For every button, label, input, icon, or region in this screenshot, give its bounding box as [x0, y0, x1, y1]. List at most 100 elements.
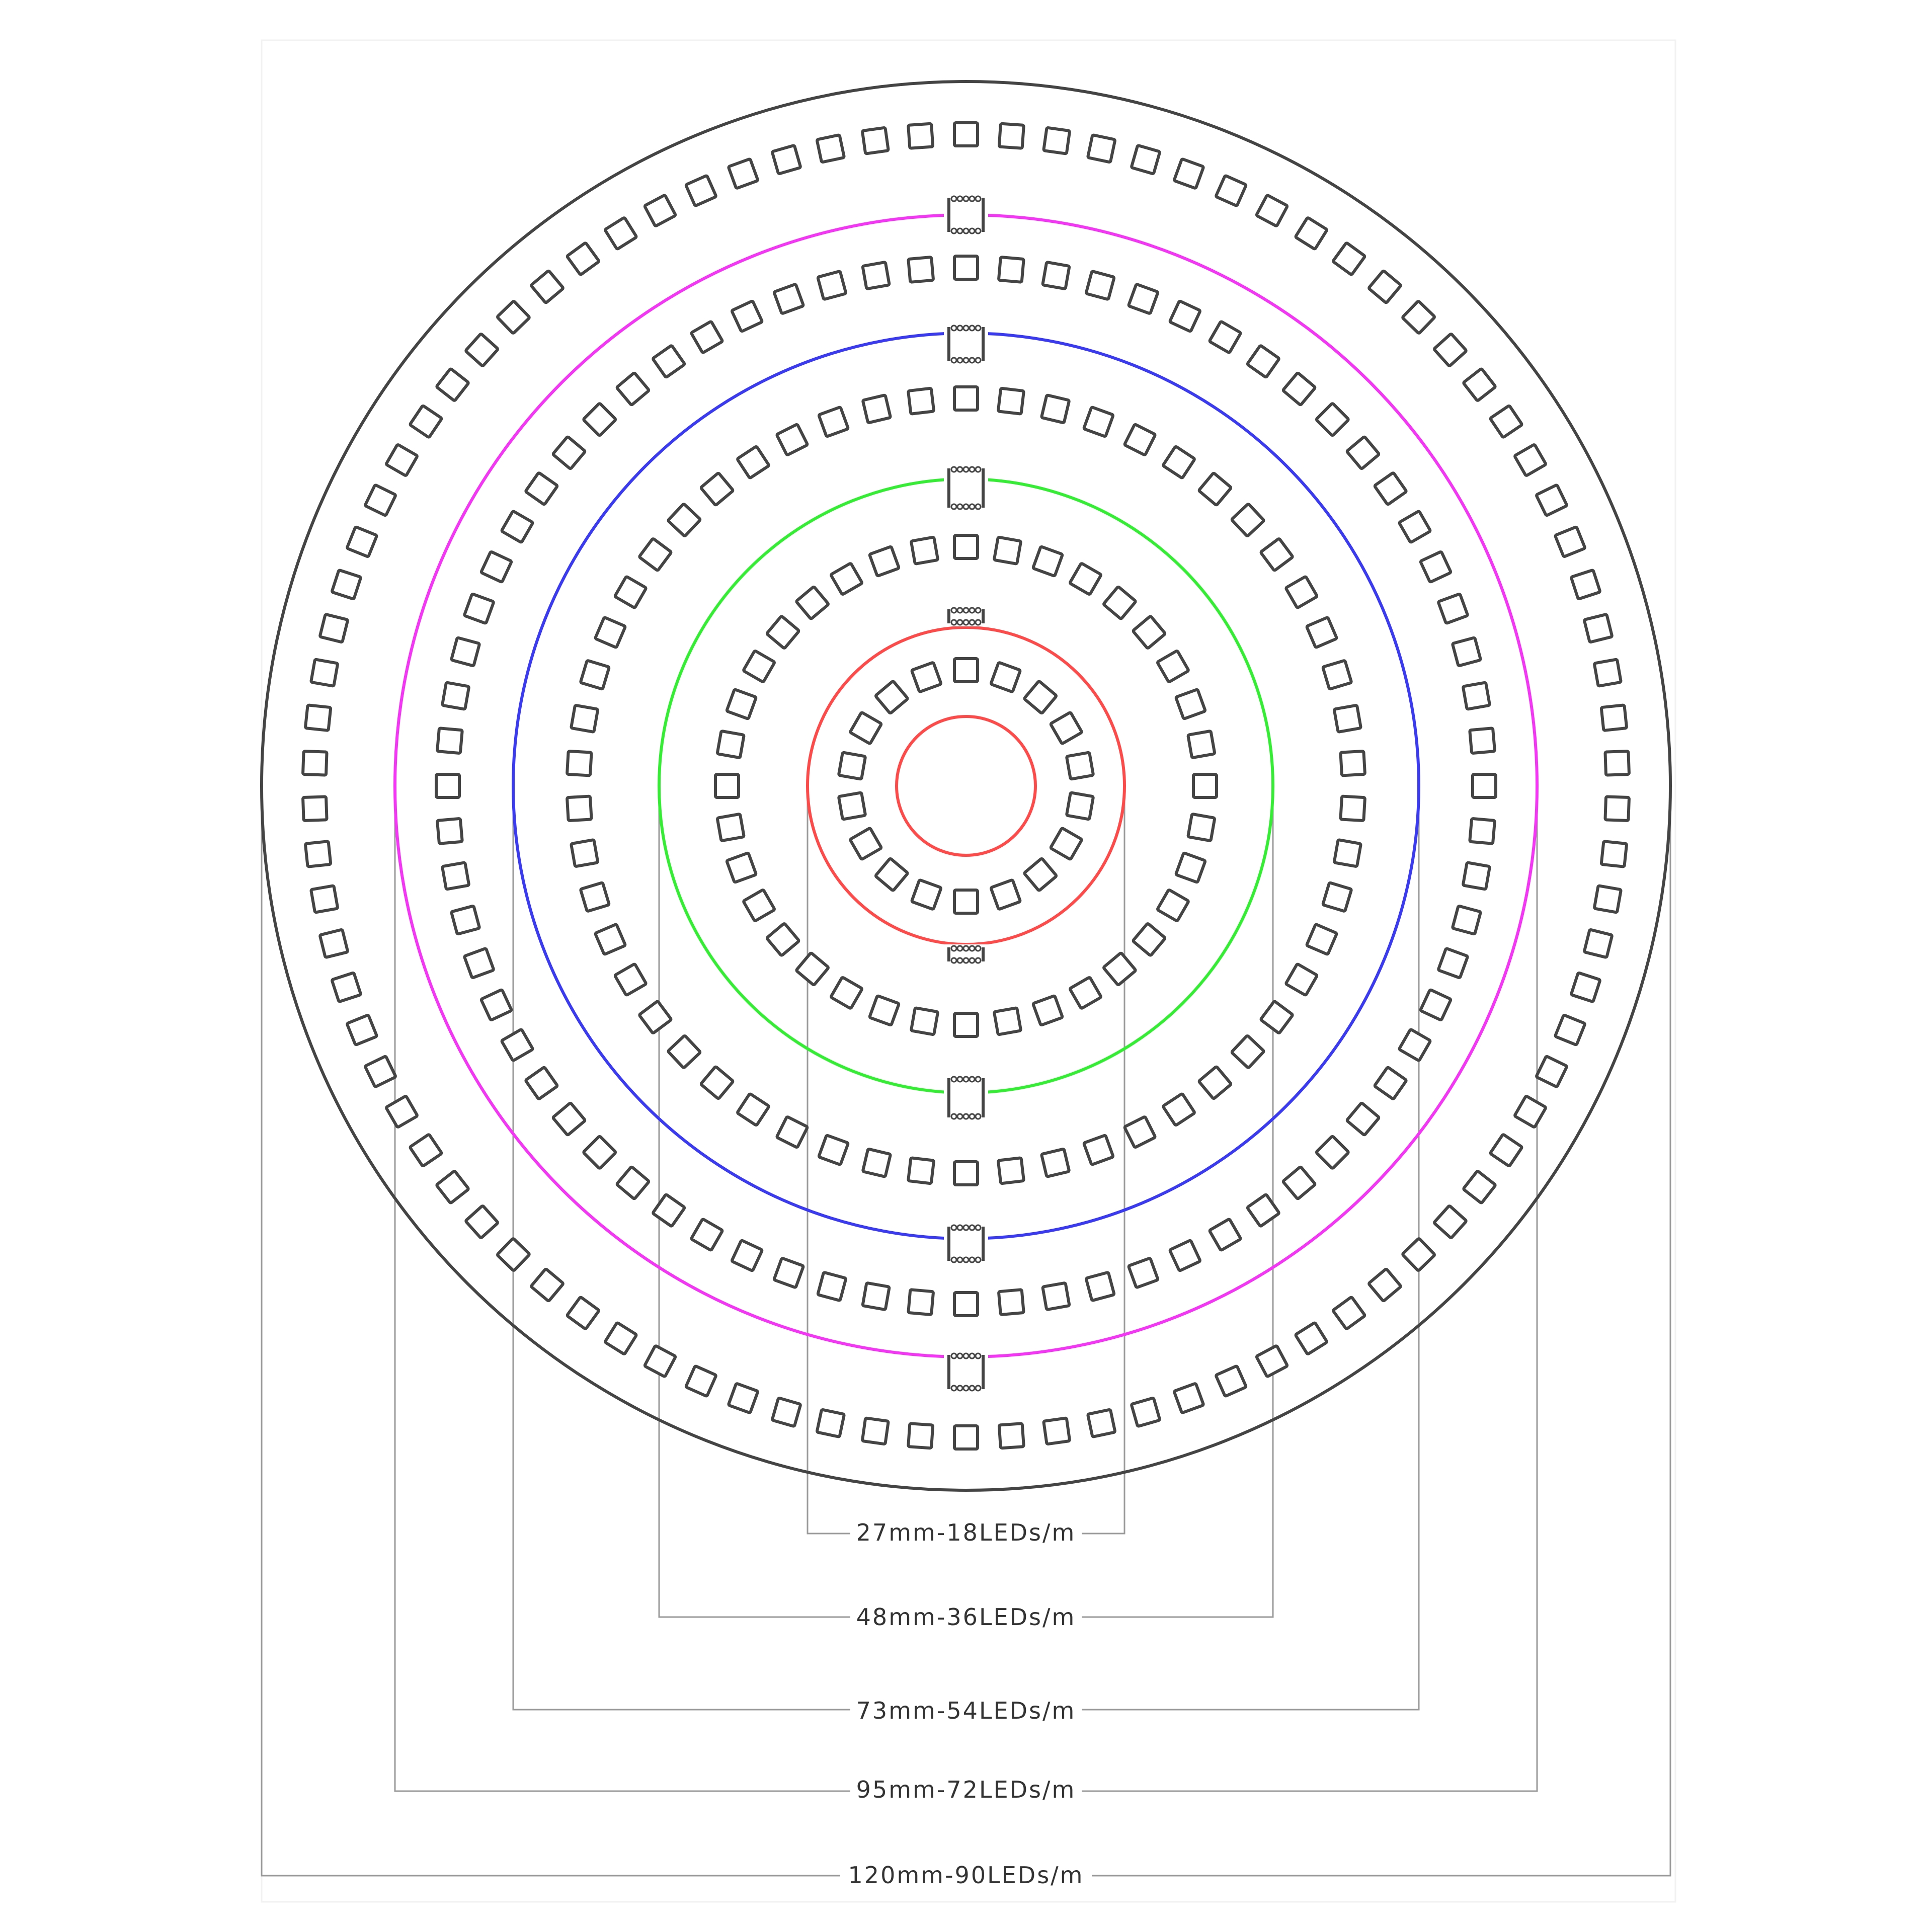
ring-120-led	[1086, 1408, 1116, 1438]
ring-73-led	[699, 471, 735, 507]
ring-120-led	[1433, 1204, 1468, 1239]
ring-27-led	[953, 889, 979, 915]
ring-48-led	[1031, 994, 1064, 1027]
ring-95-led	[997, 1288, 1025, 1316]
ring-48-led	[910, 1006, 939, 1036]
label-ring-73: 73mm-54LEDs/m	[856, 1697, 1076, 1724]
ring-48-led	[1069, 562, 1102, 596]
ring-120-led	[1255, 194, 1289, 227]
ring-95-led	[615, 1165, 651, 1200]
ring-27-led	[953, 657, 979, 683]
ring-120-led	[1086, 133, 1116, 164]
ring-48-led	[742, 650, 776, 683]
ring-95-led	[816, 1271, 847, 1302]
ring-27-led	[849, 827, 883, 861]
ring-95-led	[907, 256, 935, 284]
ring-27-leader-left	[807, 786, 850, 1535]
ring-95-led	[1168, 299, 1201, 333]
ring-95-led	[524, 471, 559, 506]
ring-73-led	[594, 616, 627, 649]
ring-73-led	[1230, 1034, 1265, 1069]
ring-48-led	[795, 585, 830, 620]
connector-top-3	[944, 465, 988, 511]
ring-120-led	[1332, 1296, 1366, 1330]
ring-73-led	[907, 387, 935, 416]
ring-120-led	[1401, 1237, 1436, 1272]
ring-95-led	[1281, 1165, 1317, 1200]
ring-73-led	[1321, 881, 1353, 913]
ring-73-led	[861, 393, 892, 424]
ring-27-leader-right	[1082, 786, 1125, 1535]
ring-48-led	[1132, 922, 1167, 957]
ring-27-led	[837, 751, 867, 781]
ring-120-led	[771, 144, 802, 175]
ring-120-led	[464, 333, 499, 367]
ring-120-led	[1255, 1344, 1289, 1378]
ring-120-led	[1513, 443, 1547, 477]
ring-120-led	[318, 613, 349, 643]
ring-73-led	[667, 503, 702, 537]
ring-73-led	[566, 794, 593, 822]
ring-27-led	[990, 878, 1022, 911]
ring-120-led	[1130, 144, 1161, 175]
ring-95-led	[1208, 320, 1242, 354]
ring-120-led	[816, 1408, 846, 1438]
label-ring-95: 95mm-72LEDs/m	[856, 1776, 1076, 1803]
ring-73-led	[638, 1000, 673, 1034]
ring-120-led	[1603, 795, 1631, 822]
ring-48-led	[1031, 545, 1064, 578]
ring-95-led	[861, 1281, 891, 1311]
ring-73-led	[736, 445, 770, 479]
ring-120-led	[435, 367, 470, 402]
ring-95-led	[907, 1288, 935, 1316]
ring-27-led	[849, 711, 883, 745]
connector-top-2	[944, 324, 988, 364]
ring-27-led	[874, 857, 909, 892]
ring-95-led	[690, 320, 724, 354]
ring-73-led	[1321, 659, 1353, 691]
ring-120-led	[861, 126, 890, 155]
ring-95-led	[436, 817, 464, 845]
ring-95-led	[1041, 261, 1071, 290]
ring-120-led	[1593, 884, 1623, 914]
ring-73-led	[817, 406, 850, 438]
ring-120-led	[1593, 658, 1623, 688]
ring-120-led	[1603, 750, 1631, 777]
ring-120-led	[1554, 525, 1586, 558]
ring-73-led	[1123, 423, 1157, 456]
ring-95-led	[773, 1257, 805, 1289]
ring-95-led	[551, 1101, 587, 1137]
connector-bottom-2	[944, 1224, 988, 1264]
ring-95-led	[1398, 510, 1432, 544]
ring-73-led	[997, 1156, 1025, 1185]
ring-95-led	[435, 773, 461, 799]
ring-120-led	[566, 1296, 600, 1330]
ring-73-led	[1284, 575, 1319, 609]
ring-27-led	[910, 878, 942, 911]
ring-95-led	[1041, 1281, 1071, 1311]
ring-95-led	[861, 261, 891, 290]
ring-73-led	[817, 1134, 850, 1166]
ring-120-led	[861, 1416, 890, 1445]
ring-120-led	[816, 133, 846, 164]
ring-48-led	[1156, 889, 1190, 922]
ring-95-led	[1345, 435, 1381, 470]
connector-bottom-3	[944, 1075, 988, 1120]
ring-95-led	[463, 947, 495, 979]
ring-120-led	[1367, 1267, 1402, 1303]
ring-48-led	[714, 773, 740, 799]
ring-73-led	[861, 1148, 892, 1178]
ring-48-led	[993, 536, 1022, 566]
ring-95-led	[479, 550, 513, 584]
ring-48-led	[1102, 585, 1137, 620]
ring-48-led	[1186, 730, 1216, 759]
ring-120-led	[530, 1267, 565, 1303]
connector-bottom-1	[944, 1352, 988, 1392]
ring-120-led	[301, 750, 329, 777]
ring-95-led	[816, 270, 847, 301]
ring-95-led	[997, 256, 1025, 284]
ring-73-led	[1339, 794, 1366, 822]
ring-73-led	[579, 659, 611, 691]
ring-120-led	[997, 1422, 1025, 1450]
